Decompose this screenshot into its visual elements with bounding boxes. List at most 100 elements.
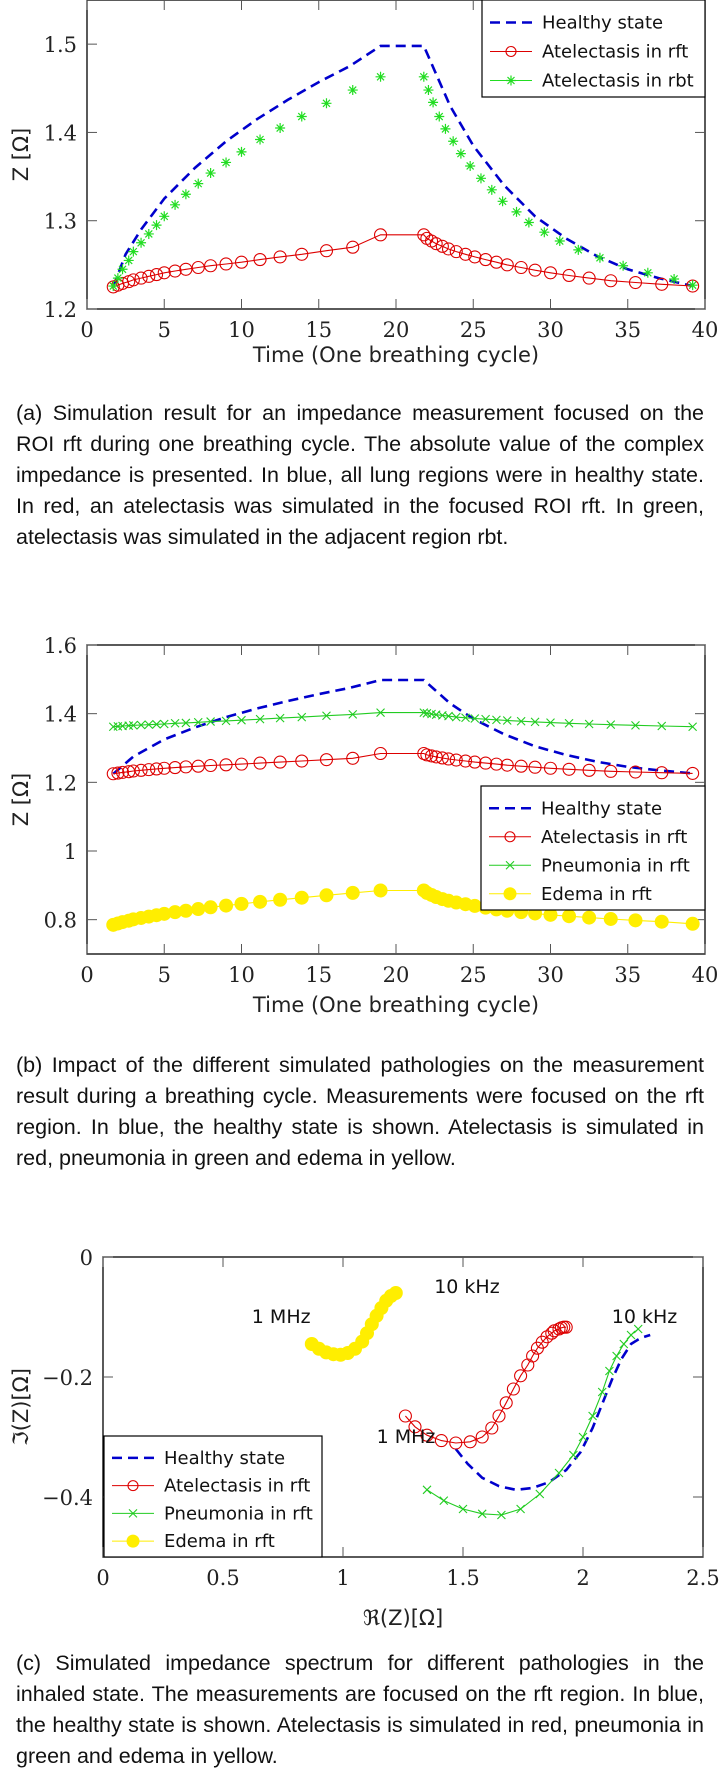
- data-point: [347, 85, 358, 96]
- data-point: [497, 1510, 506, 1520]
- data-point: [157, 266, 171, 280]
- x-tick-label: 10: [228, 318, 255, 342]
- x-tick-label: 15: [305, 963, 332, 987]
- data-point: [458, 754, 473, 768]
- data-point: [142, 763, 156, 777]
- data-point: [152, 719, 161, 729]
- data-point: [373, 746, 388, 761]
- data-point: [546, 718, 555, 727]
- data-point: [449, 753, 463, 767]
- data-point: [219, 898, 234, 913]
- legend-item: Edema in rft: [489, 884, 652, 905]
- legend-label: Pneumonia in rft: [541, 855, 690, 876]
- data-point: [514, 759, 528, 773]
- legend-item: Atelectasis in rft: [112, 1476, 310, 1497]
- series-healthy-state: [112, 678, 693, 775]
- data-point: [319, 753, 334, 767]
- data-point: [398, 1409, 412, 1423]
- data-point: [128, 720, 138, 730]
- data-point: [511, 206, 522, 217]
- x-tick-label: 20: [383, 963, 410, 987]
- data-point: [134, 271, 148, 285]
- series-pneumonia-in-rft: [422, 1324, 643, 1520]
- legend-box: [103, 1435, 323, 1558]
- legend-item: Healthy state: [112, 1448, 285, 1469]
- data-point: [253, 756, 267, 770]
- data-point: [346, 240, 360, 254]
- data-point: [528, 263, 542, 277]
- data-point: [479, 756, 493, 770]
- data-point: [191, 260, 205, 275]
- data-point: [578, 1432, 588, 1442]
- legend-item: Atelectasis in rft: [490, 42, 688, 63]
- data-point: [206, 717, 215, 726]
- data-point: [444, 711, 453, 721]
- y-tick-label: 1.2: [44, 298, 77, 322]
- data-point: [562, 268, 576, 283]
- x-tick-label: 35: [614, 318, 641, 342]
- data-point: [559, 1320, 573, 1334]
- chart-b: 0 5 10 15 20 25 30 35 40 0.8 1 1.2 1.4 1.6 Time (One b…: [9, 634, 718, 1017]
- data-point: [142, 269, 156, 283]
- data-point: [408, 1420, 422, 1434]
- data-point: [582, 271, 596, 285]
- legend-item: Edema in rft: [112, 1531, 275, 1552]
- data-point: [348, 709, 358, 719]
- data-point: [191, 902, 206, 917]
- data-point: [489, 757, 503, 771]
- data-point: [294, 890, 309, 905]
- data-point: [654, 914, 669, 929]
- figure-b: 0 5 10 15 20 25 30 35 40 0.8 1 1.2 1.4 1.6 Time (One b…: [0, 620, 719, 1020]
- y-tick-label: 1.3: [44, 210, 77, 234]
- x-axis-label: Time (One breathing cycle): [252, 343, 539, 367]
- data-point: [234, 757, 249, 771]
- series-healthy-state: [454, 1333, 651, 1492]
- data-point: [516, 1504, 525, 1514]
- y-tick-label: −0.2: [42, 1366, 93, 1390]
- data-point: [168, 761, 182, 775]
- y-tick-label: 1.4: [44, 703, 77, 727]
- data-point: [253, 894, 268, 909]
- y-tick-label: 0.8: [44, 909, 77, 933]
- data-point: [554, 1468, 564, 1478]
- data-point: [273, 250, 287, 264]
- data-point: [543, 761, 558, 775]
- data-point: [441, 242, 456, 256]
- data-point: [204, 758, 218, 773]
- data-point: [126, 273, 140, 287]
- data-point: [126, 764, 140, 778]
- series-line: [113, 712, 693, 728]
- data-point: [619, 1339, 629, 1349]
- data-point: [159, 211, 170, 222]
- legend: Healthy state Atelectasis in rft Pneumonia…: [480, 785, 706, 911]
- legend-label: Atelectasis in rbt: [542, 71, 694, 92]
- data-point: [236, 146, 247, 157]
- data-point: [685, 916, 700, 931]
- legend-marker: [128, 1508, 138, 1518]
- x-tick-label: 5: [158, 963, 171, 987]
- data-point: [204, 259, 218, 273]
- data-point: [178, 903, 193, 918]
- data-point: [273, 892, 288, 907]
- data-point: [429, 237, 443, 251]
- legend-label: Atelectasis in rft: [164, 1476, 310, 1497]
- caption-c: (c) Simulated impedance spectrum for dif…: [16, 1651, 704, 1768]
- figure-a: 0 5 10 15 20 25 30 35 40 1.2 1.3 1.4 1.5 Time (One br…: [0, 0, 719, 380]
- legend-label: Atelectasis in rft: [542, 42, 688, 63]
- series-edema-in-rft: [304, 1286, 403, 1362]
- data-point: [193, 178, 204, 189]
- data-point: [500, 258, 514, 272]
- x-tick-label: 0.5: [206, 1566, 239, 1590]
- data-point: [275, 123, 286, 134]
- data-point: [170, 718, 180, 728]
- data-point: [297, 712, 307, 722]
- series-line: [112, 678, 693, 775]
- y-tick-label: 1.2: [44, 771, 77, 795]
- legend-marker: [127, 1480, 139, 1492]
- data-point: [582, 910, 597, 925]
- data-point: [117, 264, 128, 275]
- plot-frame: [102, 1256, 704, 1558]
- data-point: [562, 762, 576, 776]
- data-point: [420, 748, 434, 762]
- data-point: [435, 751, 449, 765]
